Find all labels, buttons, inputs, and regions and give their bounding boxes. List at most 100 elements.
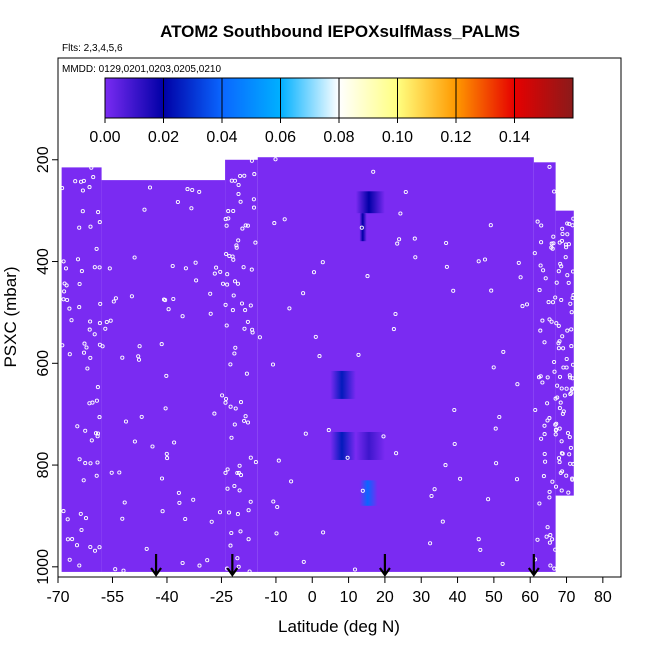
sample-point <box>87 327 92 332</box>
sample-point <box>95 434 100 439</box>
sample-point <box>232 351 237 356</box>
sample-point <box>557 374 563 379</box>
sample-point <box>92 548 98 553</box>
sample-point <box>557 339 562 344</box>
sample-point <box>565 221 570 226</box>
sample-point <box>476 537 481 542</box>
sample-point <box>166 307 171 312</box>
sample-point <box>132 439 137 444</box>
y-tick-label: 600 <box>35 350 52 377</box>
sample-point <box>223 396 229 401</box>
coverage-cell <box>61 167 102 572</box>
sample-point <box>550 479 555 484</box>
sample-point <box>542 423 547 428</box>
sample-point <box>75 424 80 429</box>
sample-point <box>79 269 84 274</box>
sample-point <box>246 508 251 513</box>
sample-point <box>397 237 402 242</box>
sample-point <box>223 217 228 222</box>
sample-point <box>242 418 247 423</box>
coverage-cell <box>101 180 226 572</box>
sample-point <box>567 373 572 378</box>
sample-point <box>233 406 238 411</box>
sample-point <box>550 246 555 251</box>
sample-point <box>97 321 102 326</box>
sample-point <box>248 303 253 308</box>
sample-point <box>273 157 278 162</box>
sample-point <box>560 231 565 237</box>
sample-point <box>514 477 520 482</box>
sample-point <box>120 355 125 360</box>
sample-point <box>197 563 202 568</box>
sample-point <box>270 362 276 367</box>
sample-point <box>540 318 545 323</box>
sample-point <box>515 382 520 387</box>
sample-point <box>532 251 537 256</box>
sample-point <box>80 209 85 214</box>
sample-point <box>163 406 168 411</box>
sample-point <box>232 422 237 427</box>
sample-point <box>230 308 235 313</box>
sample-point <box>228 404 233 409</box>
sample-point <box>144 546 149 551</box>
sample-point <box>194 278 199 283</box>
sample-point <box>97 342 102 347</box>
sample-point <box>551 241 556 246</box>
sample-point <box>571 216 576 221</box>
sample-point <box>235 281 241 286</box>
sample-point <box>96 210 101 215</box>
sample-point <box>89 165 94 170</box>
sample-point <box>209 519 214 524</box>
sample-point <box>542 340 547 345</box>
sample-point <box>177 500 182 505</box>
sample-point <box>252 172 257 177</box>
colorbar-tick-label: 0.08 <box>323 129 354 146</box>
sample-point <box>225 272 230 277</box>
sample-point <box>440 519 445 524</box>
sample-point <box>236 238 241 243</box>
sample-point <box>97 415 102 420</box>
sample-point <box>568 301 573 306</box>
sample-point <box>85 366 90 371</box>
sample-point <box>545 418 550 423</box>
x-tick-label: 20 <box>376 589 394 606</box>
sample-point <box>476 259 481 264</box>
colorbar-tick-label: 0.00 <box>89 129 120 146</box>
sample-point <box>539 240 544 245</box>
sample-point <box>561 346 566 351</box>
sample-point <box>236 564 241 569</box>
colorbar-tick-label: 0.10 <box>382 129 413 146</box>
x-tick-label: 50 <box>485 589 503 606</box>
sample-point <box>232 483 237 489</box>
sample-point <box>97 265 102 270</box>
sample-point <box>553 422 558 427</box>
sample-point <box>238 400 244 405</box>
sample-point <box>236 182 241 188</box>
colorbar-tick-label: 0.02 <box>148 129 179 146</box>
sample-point <box>365 274 370 279</box>
y-tick-label: 800 <box>35 452 52 479</box>
sample-point <box>301 291 306 296</box>
sample-point <box>109 470 114 475</box>
sample-point <box>180 314 185 319</box>
x-tick-label: -55 <box>101 589 124 606</box>
sample-point <box>231 257 236 262</box>
sample-point <box>360 488 365 493</box>
sample-point <box>275 504 280 510</box>
sample-point <box>89 438 94 443</box>
sample-point <box>398 211 403 216</box>
sample-point <box>226 510 232 515</box>
coverage-cell <box>555 210 574 496</box>
sample-point <box>103 326 108 331</box>
sample-point <box>533 407 538 413</box>
sample-point <box>232 178 238 183</box>
coverage-cell <box>257 157 534 572</box>
sample-point <box>208 311 213 316</box>
sample-point <box>60 343 65 348</box>
sample-point <box>129 294 134 299</box>
sample-point <box>558 261 563 266</box>
sample-point <box>552 189 557 194</box>
concentration-patch <box>359 480 378 506</box>
sample-point <box>65 537 70 542</box>
